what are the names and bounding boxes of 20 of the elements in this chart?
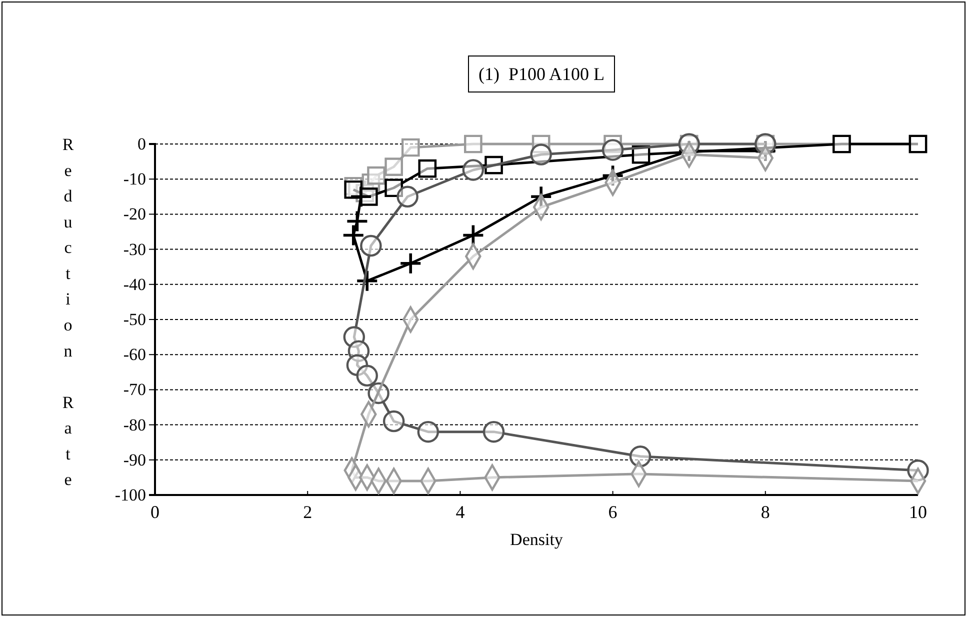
x-tick-label: 10 bbox=[909, 502, 927, 522]
y-tick-label: -80 bbox=[123, 415, 146, 434]
y-tick-label: -60 bbox=[123, 345, 146, 364]
x-tick-label: 0 bbox=[150, 502, 160, 522]
x-tick-label: 4 bbox=[456, 502, 465, 522]
x-tick-label: 8 bbox=[760, 502, 770, 522]
text: Reduction Rate bbox=[62, 135, 74, 490]
x-tick-label: 2 bbox=[303, 502, 312, 522]
y-tick-label: -100 bbox=[114, 485, 146, 504]
y-tick-label: -90 bbox=[123, 450, 146, 470]
y-tick-label: -30 bbox=[123, 240, 146, 259]
y-tick-label: 0 bbox=[138, 134, 146, 154]
y-tick-label: -70 bbox=[123, 380, 146, 400]
chart-title: (1) P100 A100 L bbox=[478, 64, 604, 84]
y-tick-label: -50 bbox=[123, 310, 146, 329]
y-tick-label: -10 bbox=[123, 170, 146, 189]
x-axis-title: Density bbox=[510, 530, 564, 549]
y-tick-label: -20 bbox=[123, 204, 146, 224]
y-tick-label: -40 bbox=[123, 274, 146, 294]
x-tick-label: 6 bbox=[608, 502, 618, 522]
